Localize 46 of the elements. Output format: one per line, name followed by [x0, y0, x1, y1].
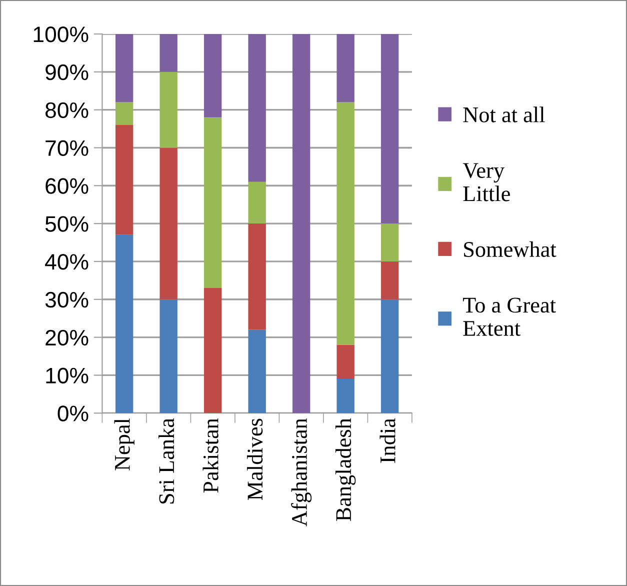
y-tick-label: 70%: [46, 140, 88, 156]
bar: [336, 344, 354, 380]
bar: [160, 148, 178, 300]
bar: [204, 34, 222, 118]
bar: [336, 379, 354, 414]
bar: [248, 34, 266, 182]
bar: [115, 34, 134, 102]
bar: [292, 34, 310, 414]
x-tick-label: India: [380, 418, 396, 463]
bar: [204, 117, 222, 288]
bar: [380, 224, 399, 262]
y-tick-label: 50%: [45, 216, 88, 232]
bar: [204, 288, 222, 414]
y-tick-label: 100%: [34, 26, 88, 42]
y-tick-label: 40%: [45, 254, 88, 270]
bar: [248, 182, 266, 224]
x-tick-label: Maldives: [246, 418, 263, 500]
bar: [115, 234, 134, 414]
y-tick-label: 10%: [46, 368, 88, 384]
bar: [248, 224, 266, 330]
bar: [115, 102, 134, 125]
x-tick-label: Afghanistan: [291, 418, 312, 526]
bar: [336, 34, 354, 102]
bar: [380, 261, 399, 300]
y-tick-label: 80%: [45, 102, 88, 118]
bar: [380, 34, 399, 224]
y-tick-label: 90%: [46, 64, 88, 80]
bar: [380, 299, 399, 414]
bar: [115, 124, 134, 235]
bar: [336, 102, 354, 345]
y-tick-label: 30%: [45, 292, 88, 308]
legend-label: Very Little: [462, 163, 510, 202]
y-tick-label: 0%: [58, 406, 88, 422]
bar: [160, 72, 178, 148]
y-tick-label: 60%: [46, 178, 88, 194]
x-tick-label: Pakistan: [202, 418, 218, 493]
legend-label: Not at all: [463, 106, 545, 122]
y-tick-label: 20%: [46, 330, 88, 346]
x-tick-label: Nepal: [114, 418, 134, 470]
legend-label: To a Great Extent: [462, 298, 556, 336]
bar: [160, 34, 178, 72]
bar: [160, 299, 178, 414]
legend-label: Somewhat: [464, 241, 556, 257]
x-tick-label: Sri Lanka: [158, 418, 174, 504]
x-tick-label: Bangladesh: [335, 418, 356, 522]
bar: [248, 330, 266, 414]
